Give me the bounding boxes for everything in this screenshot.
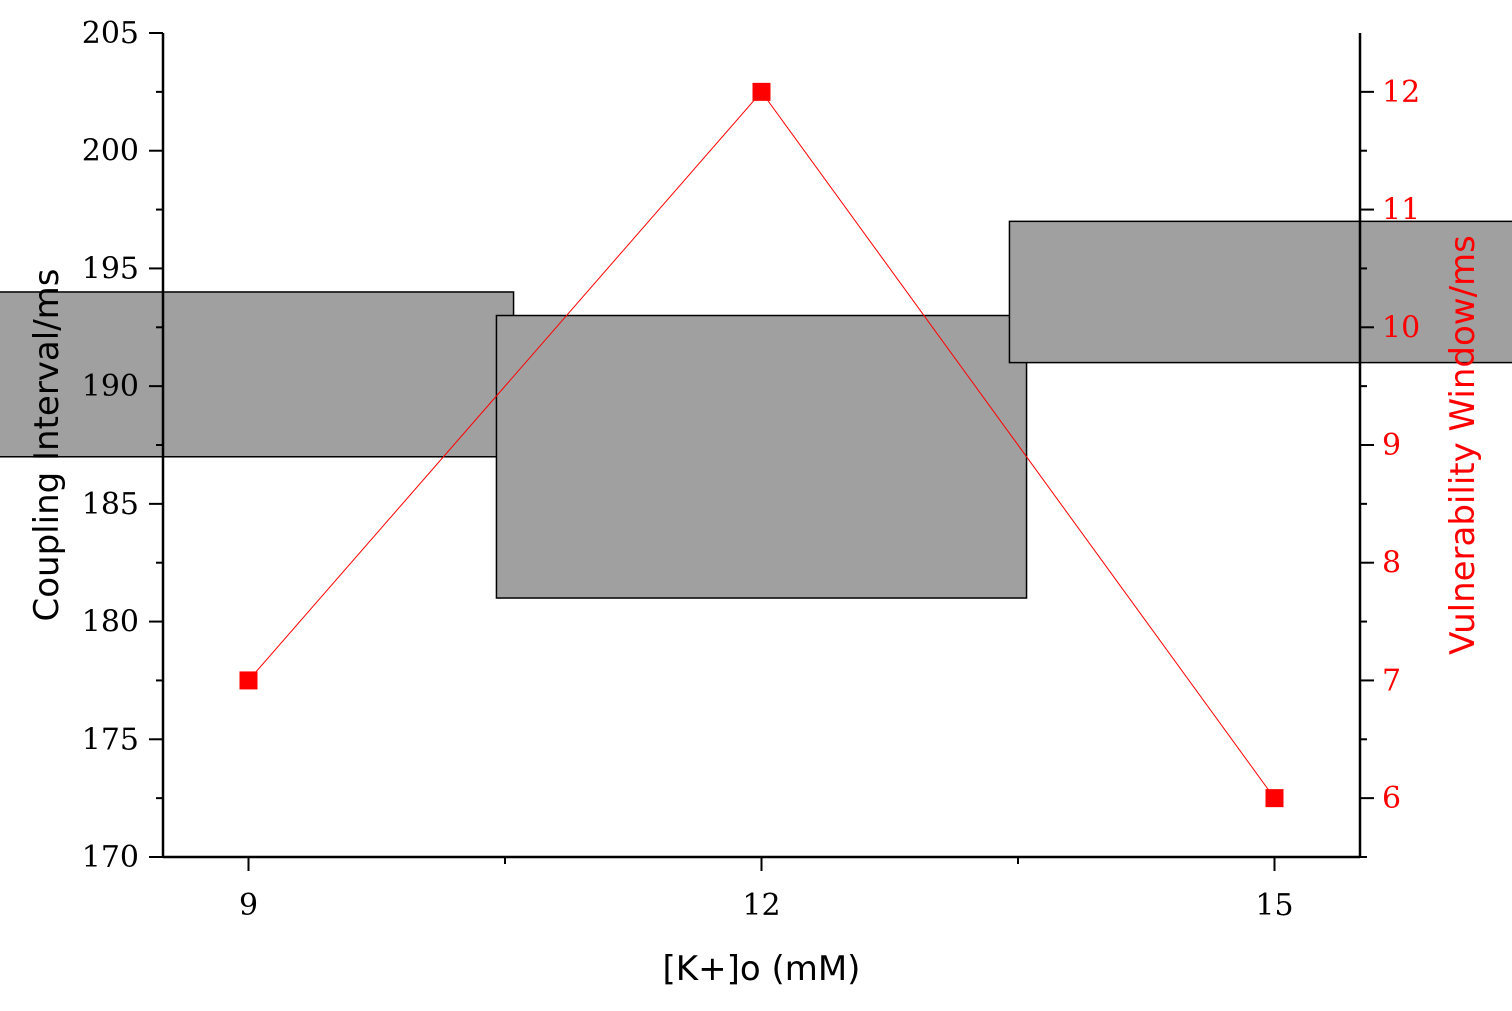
right-y-tick-label-9: 9 (1382, 428, 1401, 463)
x-tick-label-9: 9 (239, 888, 258, 923)
right-y-tick-label-11: 11 (1382, 193, 1420, 228)
left-y-tick-label-205: 205 (82, 16, 139, 51)
x-tick-label-15: 15 (1255, 888, 1293, 923)
bar-9 (0, 291, 515, 458)
left-y-axis-title: Coupling Interval/ms (27, 269, 67, 622)
line-layer (239, 82, 1284, 808)
left-y-tick-label-170: 170 (82, 840, 139, 875)
left-y-tick-label-175: 175 (82, 722, 139, 757)
ticks-layer: 170 175 180 185 190 195 200 205 6 7 8 9 10 11 12 9 12 15 (82, 16, 1420, 923)
right-y-tick-label-12: 12 (1382, 75, 1420, 110)
left-y-tick-label-200: 200 (82, 134, 139, 169)
right-y-tick-label-6: 6 (1382, 781, 1401, 816)
x-axis-title: [K+]o (mM) (663, 949, 861, 989)
left-y-tick-label-180: 180 (82, 605, 139, 640)
left-y-tick-label-195: 195 (82, 251, 139, 286)
x-tick-label-12: 12 (742, 888, 780, 923)
left-y-tick-label-185: 185 (82, 487, 139, 522)
right-y-tick-label-10: 10 (1382, 310, 1420, 345)
right-y-tick-label-7: 7 (1382, 663, 1401, 698)
left-y-tick-label-190: 190 (82, 369, 139, 404)
right-y-tick-label-8: 8 (1382, 546, 1401, 581)
bar-12 (495, 314, 1028, 599)
bars-layer (0, 220, 1512, 599)
bar-15 (1008, 220, 1512, 364)
marker-12 (752, 82, 771, 101)
right-y-axis-title: Vulnerability Window/ms (1443, 235, 1483, 655)
marker-9 (239, 671, 258, 690)
marker-15 (1265, 789, 1284, 808)
